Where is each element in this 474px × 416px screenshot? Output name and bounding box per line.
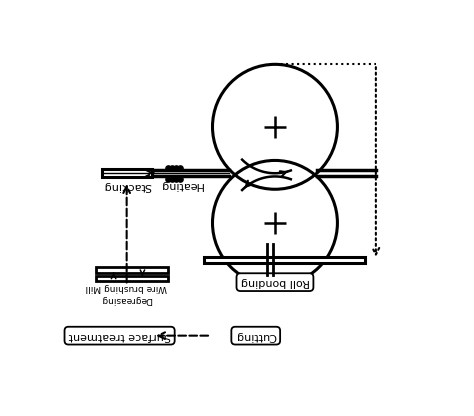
Text: Stacking: Stacking [102,181,151,191]
Bar [96,267,168,272]
Bar [204,257,365,262]
Bar [102,169,152,177]
Text: Heating: Heating [158,180,202,190]
Text: Cutting: Cutting [235,331,276,341]
Text: Degreasing
Wire brushing Mill: Degreasing Wire brushing Mill [86,283,167,304]
Text: Roll bonding: Roll bonding [240,277,310,287]
Text: Surface treatment: Surface treatment [68,331,171,341]
Bar [96,276,168,281]
